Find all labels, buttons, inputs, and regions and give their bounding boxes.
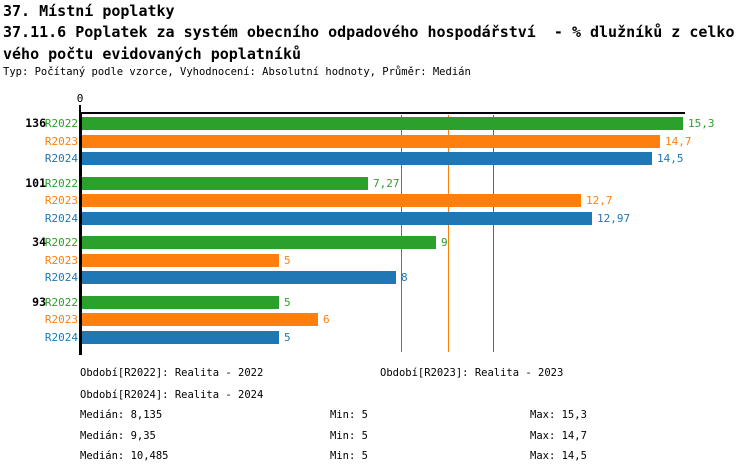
stat-median-r2023: Medián: 9,35 <box>80 430 156 442</box>
report-section-title: 37. Místní poplatky <box>3 2 175 20</box>
x-axis-zero-tick <box>79 105 81 113</box>
series-row-label: R2023 <box>44 135 78 148</box>
bar-value-label: 15,3 <box>688 117 715 130</box>
series-row-label: R2022 <box>44 177 78 190</box>
bar-value-label: 5 <box>284 254 291 267</box>
series-row-label: R2022 <box>44 236 78 249</box>
stat-max-r2022: Max: 15,3 <box>530 409 587 421</box>
series-row-label: R2023 <box>44 254 78 267</box>
legend-item-r2023: Období[R2023]: Realita - 2023 <box>380 367 564 379</box>
chart-meta-line: Typ: Počítaný podle vzorce, Vyhodnocení:… <box>3 66 471 78</box>
legend-item-r2024: Období[R2024]: Realita - 2024 <box>80 389 264 401</box>
group-label: 136 <box>25 116 46 130</box>
bar-r2023 <box>82 254 279 267</box>
series-row-label: R2024 <box>44 331 78 344</box>
bar-value-label: 14,7 <box>665 135 692 148</box>
bar-r2022 <box>82 296 279 309</box>
x-axis-zero-tick-label: 0 <box>76 92 84 105</box>
group-label: 101 <box>25 176 46 190</box>
bar-value-label: 5 <box>284 331 291 344</box>
bar-r2022 <box>82 117 683 130</box>
bar-value-label: 5 <box>284 296 291 309</box>
bar-r2022 <box>82 177 368 190</box>
y-axis-line <box>79 113 82 355</box>
bar-r2023 <box>82 194 581 207</box>
bar-r2024 <box>82 271 396 284</box>
bar-value-label: 12,7 <box>586 194 613 207</box>
stat-max-r2023: Max: 14,7 <box>530 430 587 442</box>
series-row-label: R2024 <box>44 152 78 165</box>
bar-r2023 <box>82 135 660 148</box>
stat-median-r2022: Medián: 8,135 <box>80 409 163 421</box>
bar-r2024 <box>82 331 279 344</box>
legend-item-r2022: Období[R2022]: Realita - 2022 <box>80 367 264 379</box>
chart-title: 37.11.6 Poplatek za systém obecního odpa… <box>3 23 735 63</box>
group-label: 93 <box>32 295 46 309</box>
series-row-label: R2024 <box>44 212 78 225</box>
median-reference-line-r2023 <box>448 115 449 352</box>
stat-min-r2023: Min: 5 <box>330 430 368 442</box>
median-reference-line-r2022 <box>401 115 402 352</box>
bar-value-label: 12,97 <box>597 212 631 225</box>
bar-r2024 <box>82 152 652 165</box>
series-row-label: R2023 <box>44 313 78 326</box>
stat-max-r2024: Max: 14,5 <box>530 450 587 462</box>
group-label: 34 <box>32 235 46 249</box>
bar-r2024 <box>82 212 592 225</box>
series-row-label: R2022 <box>44 296 78 309</box>
series-row-label: R2023 <box>44 194 78 207</box>
bar-value-label: 7,27 <box>373 177 400 190</box>
median-reference-line-r2024 <box>493 115 494 352</box>
stat-min-r2024: Min: 5 <box>330 450 368 462</box>
bar-value-label: 8 <box>401 271 408 284</box>
bar-value-label: 14,5 <box>657 152 684 165</box>
series-row-label: R2022 <box>44 117 78 130</box>
x-axis-line <box>79 112 685 114</box>
bar-r2023 <box>82 313 318 326</box>
bar-r2022 <box>82 236 436 249</box>
series-row-label: R2024 <box>44 271 78 284</box>
bar-value-label: 6 <box>323 313 330 326</box>
stat-min-r2022: Min: 5 <box>330 409 368 421</box>
bar-value-label: 9 <box>441 236 448 249</box>
stat-median-r2024: Medián: 10,485 <box>80 450 169 462</box>
